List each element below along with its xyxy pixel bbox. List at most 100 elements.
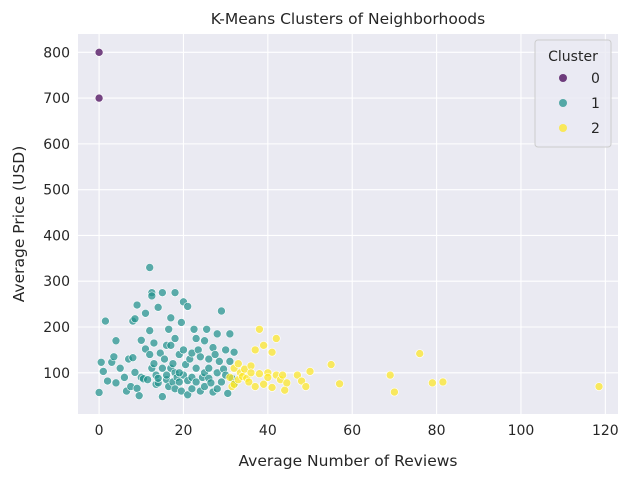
data-point-cluster-2 <box>282 378 292 388</box>
y-axis-label: Average Price (USD) <box>10 146 28 303</box>
legend-label-1: 1 <box>591 96 600 112</box>
data-point-cluster-1 <box>177 386 186 396</box>
x-tick-label: 100 <box>508 423 535 439</box>
data-point-cluster-1 <box>109 352 119 362</box>
data-point-cluster-1 <box>132 384 142 393</box>
data-point-cluster-1 <box>103 376 112 386</box>
data-point-cluster-2 <box>594 382 604 391</box>
data-point-cluster-1 <box>187 384 197 394</box>
data-point-cluster-2 <box>250 345 260 355</box>
data-point-cluster-1 <box>189 325 199 334</box>
legend: Cluster 0 1 2 <box>534 39 612 148</box>
data-point-cluster-1 <box>229 347 239 357</box>
data-point-cluster-1 <box>225 357 235 366</box>
chart-title: K-Means Clusters of Neighborhoods <box>211 10 485 28</box>
data-point-cluster-1 <box>206 378 216 388</box>
x-tick-label: 120 <box>592 423 619 439</box>
data-point-cluster-2 <box>415 349 425 358</box>
data-point-cluster-2 <box>267 383 277 392</box>
data-point-cluster-1 <box>130 368 140 377</box>
data-point-cluster-2 <box>305 367 315 376</box>
data-point-cluster-1 <box>111 378 121 388</box>
data-point-cluster-1 <box>215 357 224 366</box>
data-point-cluster-1 <box>174 368 184 378</box>
data-point-cluster-1 <box>183 302 192 311</box>
data-point-cluster-2 <box>225 373 235 382</box>
data-point-cluster-1 <box>204 363 214 373</box>
y-tick-label: 100 <box>43 366 70 382</box>
data-point-cluster-2 <box>259 341 268 350</box>
y-tick-label: 200 <box>43 320 70 336</box>
data-point-cluster-1 <box>94 388 104 397</box>
legend-title: Cluster <box>548 49 598 65</box>
data-point-cluster-1 <box>158 288 167 297</box>
data-point-cluster-1 <box>166 313 176 323</box>
data-point-cluster-1 <box>168 359 178 368</box>
data-point-cluster-1 <box>162 370 171 380</box>
data-point-cluster-1 <box>166 341 176 350</box>
data-point-cluster-1 <box>160 354 169 364</box>
y-tick-label: 500 <box>43 183 70 199</box>
data-point-cluster-1 <box>170 288 180 297</box>
x-tick-label: 20 <box>175 423 193 439</box>
data-point-cluster-2 <box>326 360 336 369</box>
data-point-cluster-1 <box>212 384 222 394</box>
data-point-cluster-2 <box>335 379 344 389</box>
data-point-cluster-1 <box>191 334 201 343</box>
data-point-cluster-2 <box>255 325 264 334</box>
data-point-cluster-1 <box>191 377 201 387</box>
data-point-cluster-2 <box>390 387 399 397</box>
data-point-cluster-1 <box>136 335 146 345</box>
data-point-cluster-2 <box>428 378 437 388</box>
data-points <box>94 48 604 401</box>
data-point-cluster-1 <box>191 363 201 373</box>
data-point-cluster-1 <box>212 329 222 339</box>
data-point-cluster-1 <box>155 348 165 358</box>
data-point-cluster-1 <box>128 353 138 362</box>
data-point-cluster-1 <box>145 350 155 359</box>
data-point-cluster-2 <box>246 368 256 378</box>
data-point-cluster-1 <box>204 354 214 364</box>
data-point-cluster-1 <box>179 345 188 355</box>
data-point-cluster-2 <box>234 359 243 368</box>
data-point-cluster-2 <box>255 369 264 379</box>
x-tick-label: 40 <box>259 423 277 439</box>
data-point-cluster-1 <box>145 263 155 272</box>
data-point-cluster-1 <box>200 382 209 391</box>
data-point-cluster-2 <box>280 385 290 395</box>
data-point-cluster-1 <box>183 390 192 400</box>
data-point-cluster-1 <box>141 308 150 318</box>
data-point-cluster-1 <box>134 391 144 400</box>
data-point-cluster-2 <box>250 382 260 391</box>
legend-marker-2 <box>559 124 567 132</box>
data-point-cluster-0 <box>94 93 104 103</box>
data-point-cluster-1 <box>164 325 174 334</box>
data-point-cluster-1 <box>217 377 226 387</box>
data-point-cluster-1 <box>153 373 163 383</box>
data-point-cluster-2 <box>438 377 448 387</box>
data-point-cluster-2 <box>259 379 268 389</box>
data-point-cluster-1 <box>111 336 121 346</box>
x-tick-label: 80 <box>428 423 446 439</box>
data-point-cluster-2 <box>301 382 311 391</box>
x-tick-label: 0 <box>95 423 104 439</box>
data-point-cluster-1 <box>130 314 140 324</box>
data-point-cluster-1 <box>153 303 163 312</box>
data-point-cluster-1 <box>132 300 142 310</box>
data-point-cluster-1 <box>101 316 110 326</box>
legend-marker-0 <box>559 74 567 82</box>
data-point-cluster-1 <box>158 392 167 401</box>
data-point-cluster-1 <box>212 368 222 378</box>
data-point-cluster-1 <box>200 336 209 346</box>
y-tick-label: 600 <box>43 137 70 153</box>
y-tick-label: 800 <box>43 45 70 61</box>
plot-area <box>78 34 618 414</box>
legend-box <box>534 39 612 148</box>
data-point-cluster-1 <box>217 306 226 316</box>
data-point-cluster-2 <box>385 370 395 380</box>
data-point-cluster-1 <box>147 291 157 301</box>
data-point-cluster-1 <box>225 329 235 339</box>
